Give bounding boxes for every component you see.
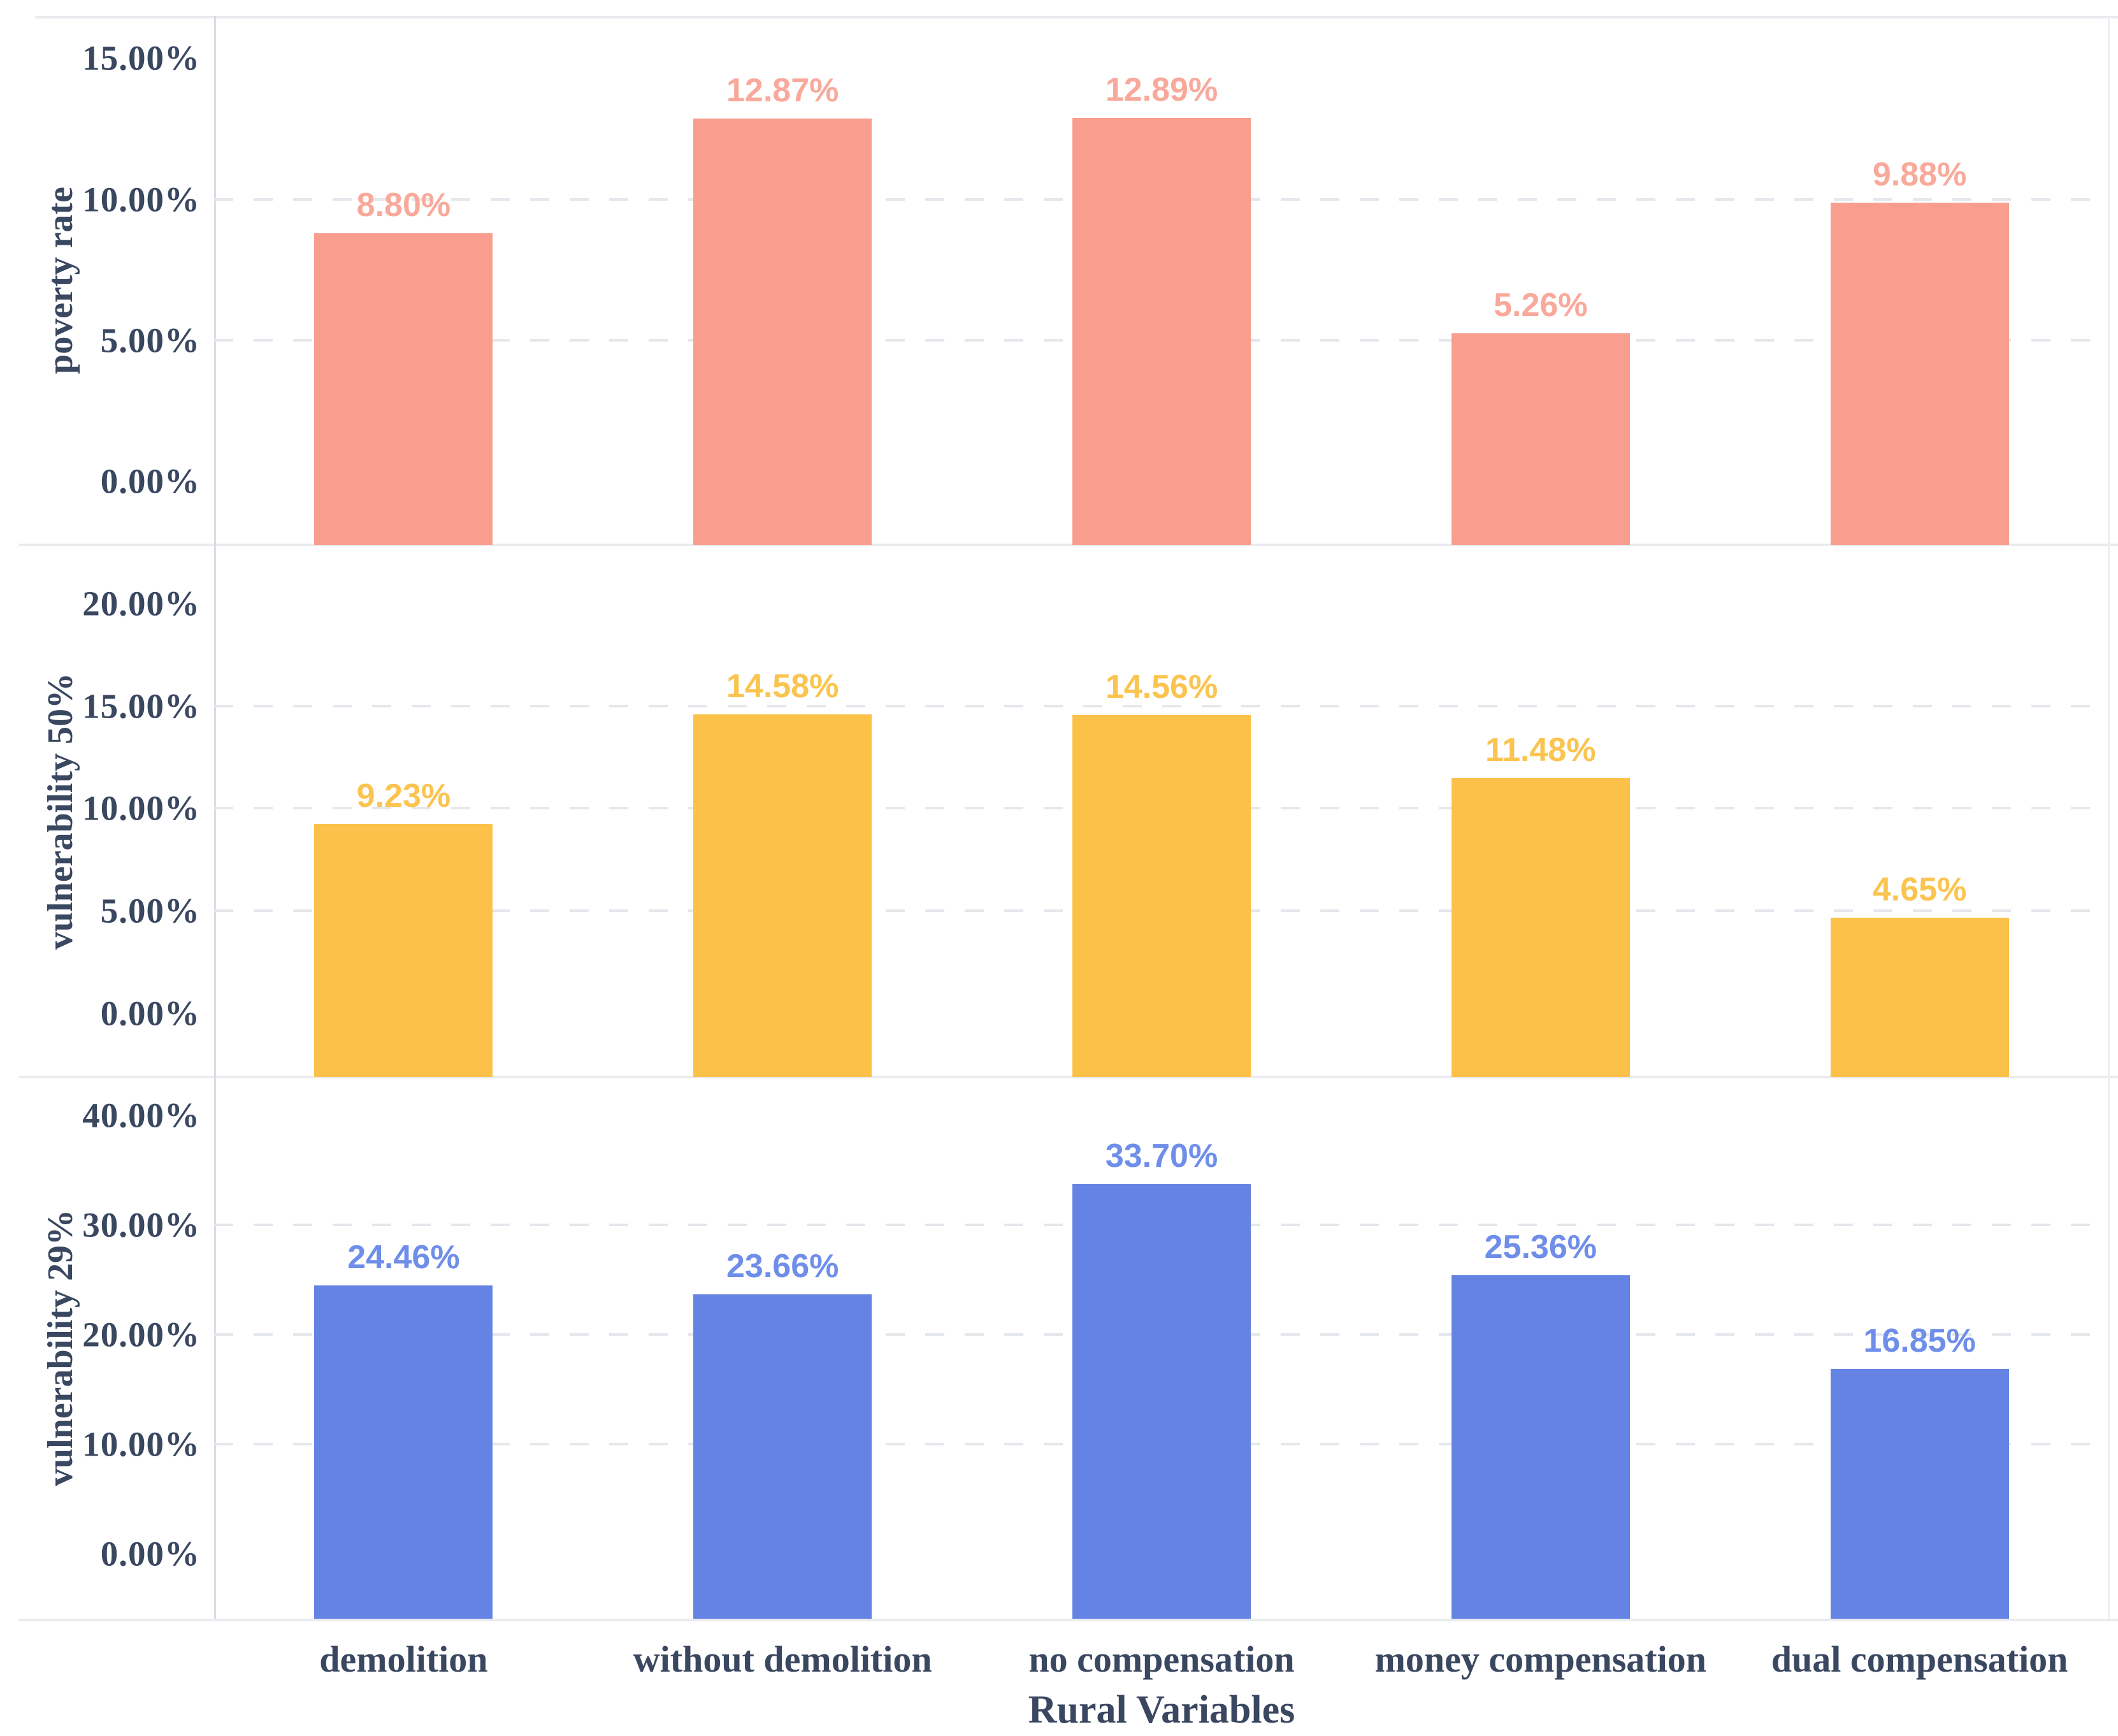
bar-value-label: 12.87% (726, 71, 839, 109)
y-axis-line (214, 16, 216, 1619)
bar-vulnerability-29--dual-compensation (1830, 1368, 2009, 1619)
bar-vulnerability-29--money-compensation (1451, 1275, 1630, 1619)
bar-vulnerability-50--demolition (314, 824, 493, 1077)
y-tick-label: 10.00% (82, 1424, 200, 1464)
bar-value-label: 14.56% (1105, 668, 1218, 705)
x-category-label: dual compensation (1771, 1638, 2068, 1680)
bar-value-label: 4.65% (1872, 871, 1967, 909)
bar-value-label: 16.85% (1863, 1322, 1976, 1359)
y-tick-label: 5.00% (100, 891, 200, 930)
bar-value-label: 9.23% (356, 778, 451, 815)
bar-vulnerability-29--without-demolition (693, 1294, 872, 1619)
bar-poverty-rate-no-compensation (1072, 117, 1251, 545)
bar-vulnerability-50--without-demolition (693, 714, 872, 1077)
y-tick-label: 15.00% (82, 38, 200, 78)
bar-vulnerability-50--no-compensation (1072, 714, 1251, 1077)
y-tick-label: 30.00% (82, 1205, 200, 1245)
x-axis-title: Rural Variables (1028, 1688, 1295, 1732)
bar-value-label: 5.26% (1494, 286, 1588, 324)
bar-value-label: 11.48% (1485, 731, 1596, 769)
y-tick-label: 0.00% (100, 994, 200, 1033)
x-category-label: demolition (319, 1638, 488, 1680)
bar-value-label: 33.70% (1105, 1137, 1218, 1175)
bar-value-label: 25.36% (1484, 1229, 1597, 1266)
y-tick-label: 10.00% (82, 180, 200, 219)
bar-vulnerability-29--demolition (314, 1285, 493, 1619)
y-tick-label: 15.00% (82, 686, 200, 726)
y-tick-label: 10.00% (82, 788, 200, 828)
y-tick-label: 20.00% (82, 584, 200, 623)
gridline (214, 704, 2109, 707)
bar-value-label: 24.46% (347, 1238, 460, 1276)
y-tick-label: 20.00% (82, 1315, 200, 1354)
bar-vulnerability-50--money-compensation (1451, 778, 1630, 1077)
bar-value-label: 8.80% (356, 186, 451, 224)
plot-right-border (2108, 16, 2110, 1619)
y-tick-label: 0.00% (100, 461, 200, 501)
y-tick-label: 0.00% (100, 1534, 200, 1573)
panel-separator-1 (19, 544, 2118, 546)
bar-value-label: 12.89% (1105, 71, 1218, 108)
bar-value-label: 9.88% (1872, 156, 1967, 194)
plot-top-border (35, 16, 2118, 18)
bar-poverty-rate-demolition (314, 233, 493, 545)
x-category-label: without demolition (633, 1638, 932, 1680)
x-category-label: money compensation (1374, 1638, 1706, 1680)
bar-value-label: 14.58% (726, 668, 839, 705)
bar-poverty-rate-money-compensation (1451, 333, 1630, 545)
bar-vulnerability-50--dual-compensation (1830, 918, 2009, 1077)
bar-value-label: 23.66% (726, 1247, 839, 1285)
x-axis-line (19, 1619, 2118, 1621)
bar-poverty-rate-dual-compensation (1830, 203, 2009, 545)
panel-separator-2 (19, 1076, 2118, 1078)
bar-poverty-rate-without-demolition (693, 118, 872, 545)
y-tick-label: 5.00% (100, 321, 200, 360)
y-tick-label: 40.00% (82, 1096, 200, 1134)
bar-vulnerability-29--no-compensation (1072, 1183, 1251, 1619)
x-category-label: no compensation (1028, 1638, 1295, 1680)
